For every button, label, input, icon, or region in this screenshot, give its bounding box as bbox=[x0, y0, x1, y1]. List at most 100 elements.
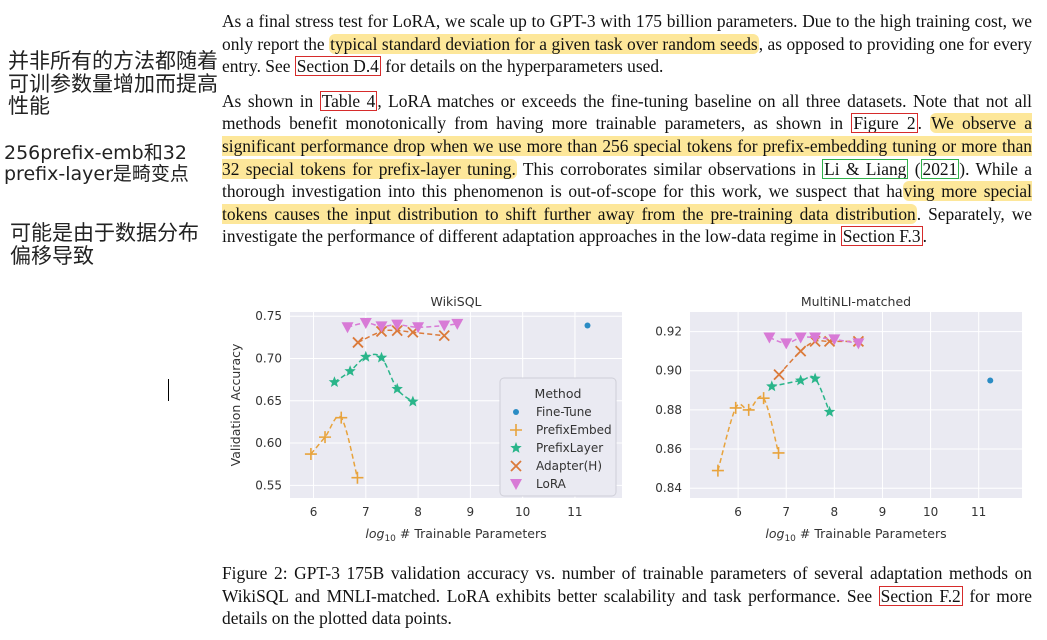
x-axis-label: log10 # Trainable Parameters bbox=[365, 526, 546, 544]
highlight[interactable]: typical standard deviation for a given t… bbox=[329, 33, 759, 54]
data-point bbox=[773, 369, 785, 381]
data-point bbox=[351, 471, 364, 484]
section-link[interactable]: Section F.2 bbox=[878, 585, 963, 606]
x-axis-label-log: log bbox=[765, 526, 784, 541]
chart-panel-1: 6 7 8 9 10 110.550.600.650.700.75WikiSQLlog10… bbox=[228, 294, 622, 544]
legend-title: Method bbox=[535, 386, 582, 401]
data-point bbox=[794, 332, 807, 344]
data-point bbox=[412, 322, 425, 334]
data-point bbox=[344, 365, 356, 376]
x-axis-label-rest: # Trainable Parameters bbox=[796, 526, 947, 541]
legend-label: PrefixEmbed bbox=[536, 423, 612, 437]
legend-marker bbox=[510, 442, 522, 453]
text-span: Figure 2: GPT-3 175B validation accuracy… bbox=[222, 563, 1032, 606]
table-link[interactable]: Table 4 bbox=[319, 90, 378, 111]
data-point bbox=[809, 332, 822, 344]
chart-panel-2: 6 7 8 9 10 11 0.84 0.86 0.88 0.90 0.92 MultiNLI-mat… bbox=[655, 294, 1022, 544]
data-point bbox=[987, 377, 994, 384]
x-tick-label: 10 bbox=[923, 505, 938, 519]
data-point bbox=[757, 392, 770, 405]
data-point bbox=[828, 334, 841, 346]
chart-title: WikiSQL bbox=[430, 294, 481, 309]
series-fine-tune bbox=[584, 322, 591, 329]
citation-year-link[interactable]: 2021 bbox=[920, 158, 960, 179]
y-tick-label: 0.90 bbox=[655, 364, 682, 378]
text-span: As a final stress test for LoRA, we scal… bbox=[222, 11, 1032, 54]
y-tick-label: 0.92 bbox=[655, 325, 682, 339]
legend-label: Fine-Tune bbox=[536, 405, 592, 419]
text-span: , LoRA matches or exceeds the fine-tunin… bbox=[222, 90, 1032, 134]
text-span: ( bbox=[908, 158, 921, 179]
data-point bbox=[742, 403, 755, 416]
series-fine-tune bbox=[987, 377, 994, 384]
data-point bbox=[795, 374, 807, 386]
y-tick-label: 0.75 bbox=[255, 309, 282, 323]
text-span: . bbox=[917, 113, 931, 134]
data-point bbox=[391, 319, 404, 331]
text-cursor bbox=[168, 379, 169, 401]
data-point bbox=[729, 401, 742, 414]
text-span: This corroborates similar observations i… bbox=[516, 158, 823, 179]
series-lora bbox=[763, 332, 865, 350]
annotation-panel: 并非所有的方法都随着可训参数量增加而提高性能 256prefix-emb和32 … bbox=[0, 0, 218, 640]
legend-label: PrefixLayer bbox=[536, 441, 603, 455]
x-tick-label: 11 bbox=[971, 505, 986, 519]
data-point bbox=[809, 372, 821, 384]
margin-note-2: 256prefix-emb和32 prefix-layer是畸变点 bbox=[4, 142, 189, 185]
x-axis-label-rest: # Trainable Parameters bbox=[396, 526, 547, 541]
figure-2: 6 7 8 9 10 11 0.55 0.60 0.65 0.70 0.75 WikiSQL log10… bbox=[222, 290, 1042, 550]
data-point bbox=[335, 411, 348, 424]
text-span: for details on the hyperparameters used. bbox=[380, 56, 664, 77]
data-point bbox=[304, 448, 317, 461]
y-tick-label: 0.86 bbox=[655, 442, 682, 456]
figure-caption: Figure 2: GPT-3 175B validation accuracy… bbox=[222, 562, 1032, 630]
legend-marker bbox=[510, 424, 522, 436]
x-tick-label: 10 bbox=[515, 505, 530, 519]
x-tick-label: 8 bbox=[831, 505, 839, 519]
series-prefixembed bbox=[304, 411, 364, 484]
x-tick-label: 7 bbox=[782, 505, 790, 519]
series-prefixlayer bbox=[766, 372, 836, 417]
figure-link[interactable]: Figure 2 bbox=[851, 113, 918, 134]
series-lora bbox=[341, 317, 464, 334]
data-point bbox=[766, 380, 778, 392]
data-point bbox=[407, 395, 419, 407]
data-point bbox=[352, 336, 364, 349]
series-prefixembed bbox=[711, 392, 785, 477]
x-tick-label: 7 bbox=[362, 505, 370, 519]
series-prefixlayer bbox=[328, 350, 419, 407]
document-body: As a final stress test for LoRA, we scal… bbox=[222, 10, 1033, 260]
citation-link[interactable]: Li & Liang bbox=[822, 158, 909, 179]
data-point bbox=[438, 330, 450, 342]
data-point bbox=[795, 345, 807, 357]
legend-marker bbox=[513, 409, 519, 415]
y-tick-label: 0.60 bbox=[255, 436, 282, 450]
x-tick-label: 9 bbox=[467, 505, 475, 519]
section-link[interactable]: Section D.4 bbox=[294, 56, 381, 77]
paragraph-1: As a final stress test for LoRA, we scal… bbox=[222, 10, 1032, 78]
data-point bbox=[823, 405, 836, 417]
data-point bbox=[772, 446, 785, 459]
data-point bbox=[584, 322, 591, 329]
text-span: , as opposed to providing one for every … bbox=[222, 33, 1032, 77]
legend-label: Adapter(H) bbox=[536, 459, 602, 473]
y-tick-label: 0.65 bbox=[255, 394, 282, 408]
figure-canvas: 6 7 8 9 10 110.550.600.650.700.75WikiSQLlog10… bbox=[228, 294, 1022, 544]
data-point bbox=[780, 338, 793, 350]
chart-title: MultiNLI-matched bbox=[801, 294, 911, 309]
margin-note-1: 并非所有的方法都随着可训参数量增加而提高性能 bbox=[8, 49, 218, 119]
data-point bbox=[438, 320, 451, 332]
data-point bbox=[391, 382, 403, 394]
text-span: As shown in bbox=[222, 90, 320, 111]
section-link[interactable]: Section F.3 bbox=[840, 226, 923, 247]
data-point bbox=[451, 318, 464, 330]
y-tick-label: 0.88 bbox=[655, 403, 682, 417]
x-tick-label: 8 bbox=[414, 505, 422, 519]
margin-note-3: 可能是由于数据分布偏移导致 bbox=[10, 221, 199, 268]
data-point bbox=[763, 332, 776, 344]
x-axis-label-log: log bbox=[365, 526, 384, 541]
text-span: ). While a thorough investigation into t… bbox=[222, 158, 1032, 202]
x-tick-label: 6 bbox=[310, 505, 318, 519]
data-point bbox=[852, 338, 865, 350]
data-point bbox=[319, 431, 332, 444]
